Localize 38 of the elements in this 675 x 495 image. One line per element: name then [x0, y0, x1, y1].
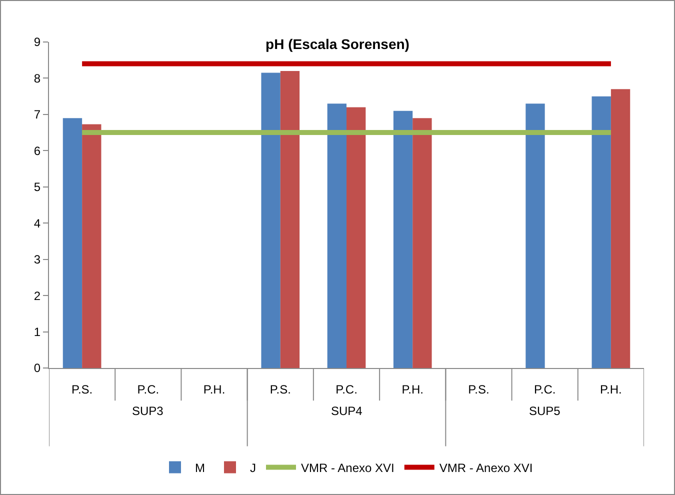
y-tick-label: 5 — [34, 180, 41, 194]
bar — [82, 124, 102, 368]
bar — [327, 104, 346, 368]
y-tick-label: 3 — [34, 252, 41, 267]
bar — [412, 118, 432, 368]
y-tick-label: 7 — [34, 108, 41, 122]
x-tick-label: P.S. — [270, 382, 291, 396]
bar — [62, 118, 82, 368]
x-tick-label: P.H. — [203, 382, 226, 396]
bar — [346, 107, 366, 368]
y-tick-label: 1 — [34, 324, 41, 339]
legend-label: VMR - Anexo XVI — [439, 460, 533, 475]
text: SUP4 — [331, 404, 363, 418]
bar — [610, 89, 630, 368]
y-tick-label: 9 — [34, 35, 41, 50]
bar — [526, 104, 545, 368]
x-tick-label: P.S. — [71, 382, 93, 396]
y-tick-label: 2 — [34, 288, 41, 303]
legend-label: M — [195, 460, 205, 475]
x-tick-label: P.C. — [534, 382, 556, 396]
legend-label: VMR - Anexo XVI — [301, 460, 394, 475]
bar — [261, 72, 280, 368]
y-tick-label: 8 — [34, 71, 41, 86]
text: SUP3 — [132, 404, 164, 418]
x-tick-label: P.C. — [137, 382, 160, 396]
x-tick-label: P.H. — [402, 382, 424, 396]
bar — [280, 70, 300, 368]
x-tick-label: P.S. — [468, 382, 490, 396]
bar — [393, 110, 413, 368]
x-tick-label: P.C. — [336, 382, 358, 396]
chart-title: pH (Escala Sorensen) — [266, 36, 410, 52]
y-tick-label: 6 — [34, 144, 41, 158]
y-tick-label: 0 — [34, 361, 41, 376]
text: SUP5 — [529, 404, 561, 418]
bar — [592, 96, 611, 368]
legend-label: J — [250, 460, 256, 475]
x-tick-label: P.H. — [600, 382, 622, 396]
y-tick-label: 4 — [34, 216, 41, 230]
